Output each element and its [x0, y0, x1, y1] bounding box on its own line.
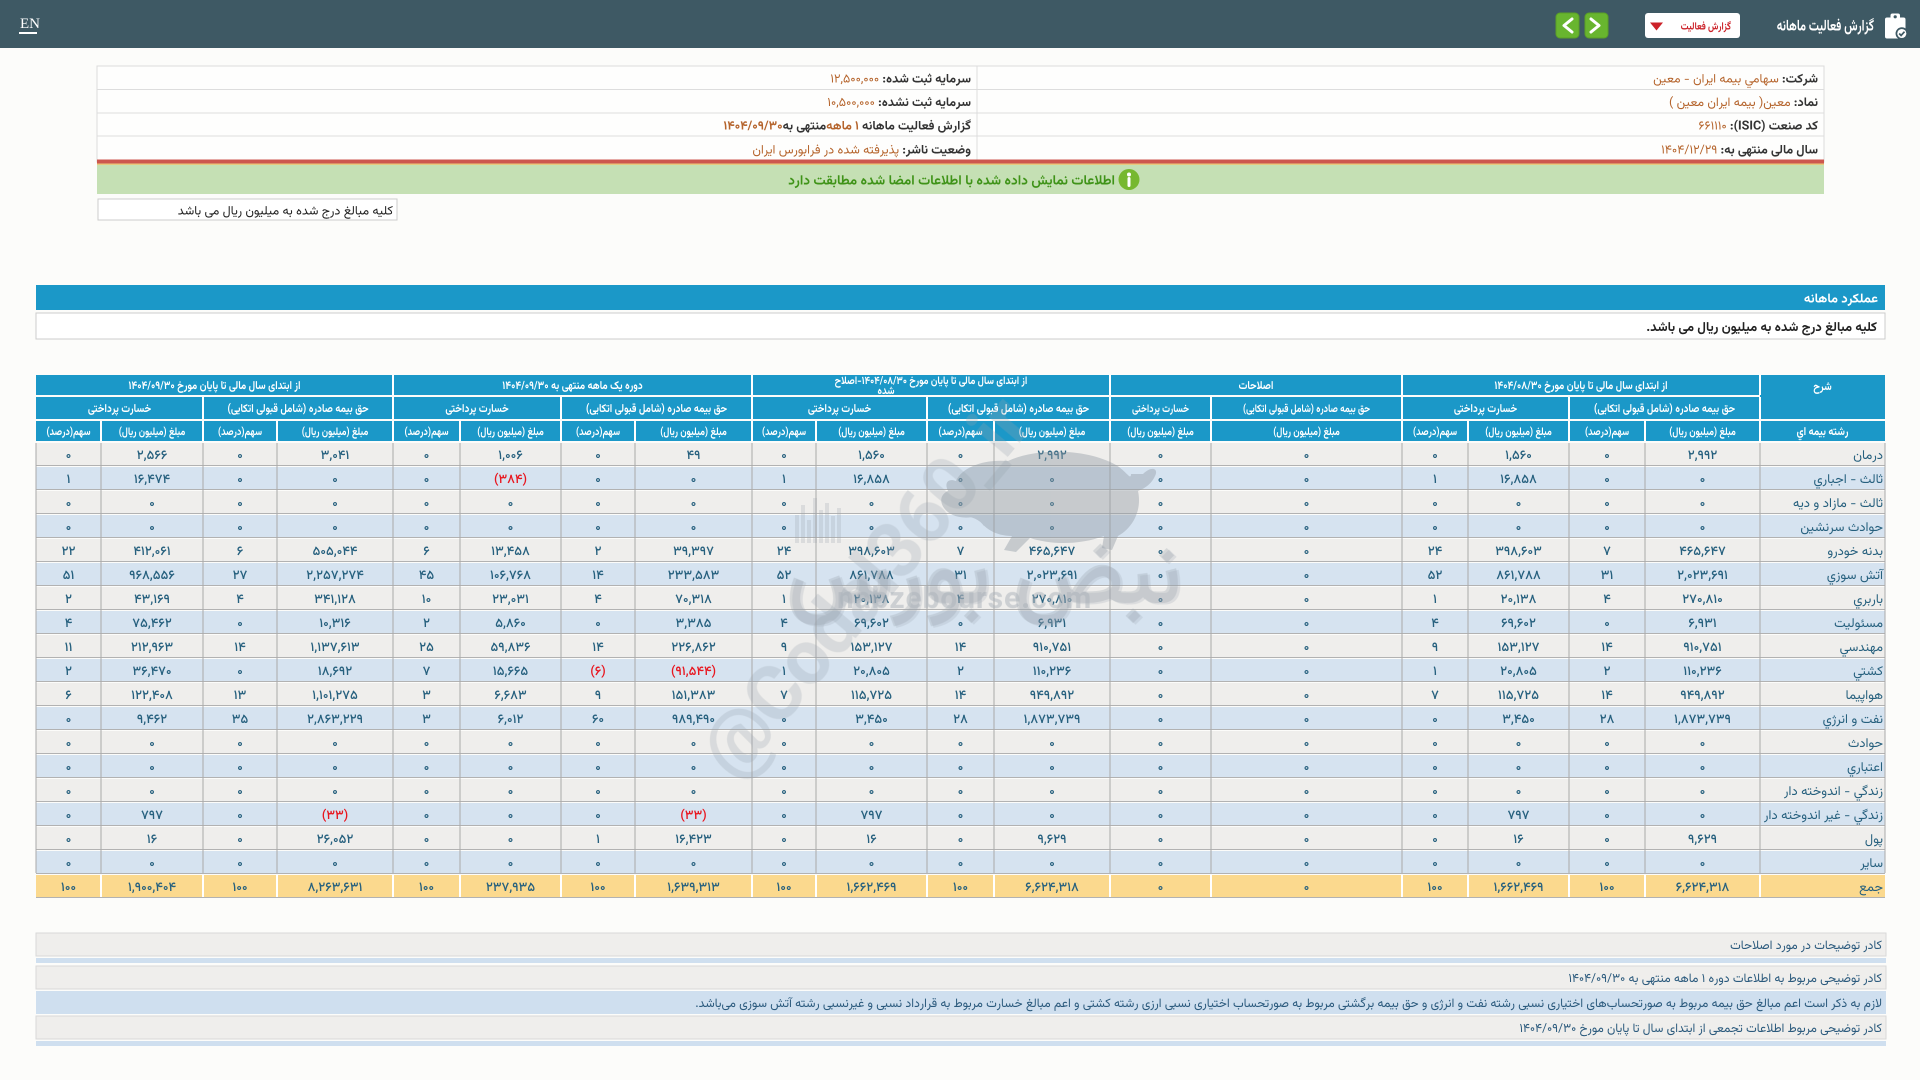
svg-text:EN: EN — [20, 16, 40, 32]
